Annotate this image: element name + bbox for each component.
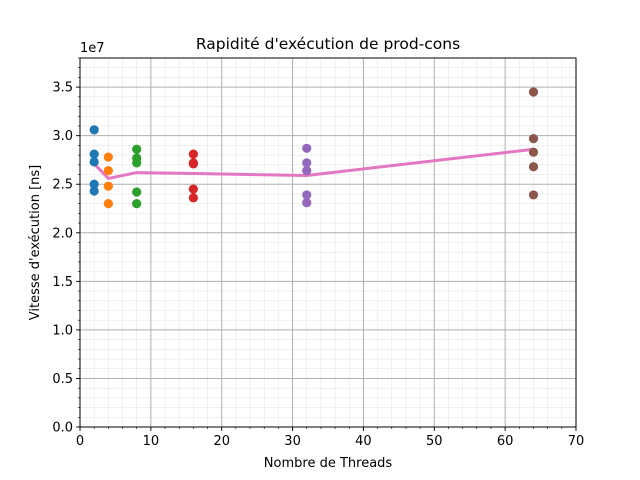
scatter-point [103, 166, 113, 176]
x-tick-label: 60 [497, 434, 514, 449]
x-tick-label: 20 [213, 434, 230, 449]
scatter-point [188, 184, 198, 194]
y-tick-label: 3.5 [52, 81, 73, 96]
scatter-point [528, 147, 539, 157]
chart-title: Rapidité d'exécution de prod-cons [196, 35, 460, 53]
scatter-point [528, 87, 539, 97]
scatter-point [132, 199, 142, 209]
scatter-point [132, 144, 142, 154]
x-tick-label: 10 [143, 434, 160, 449]
x-axis-label: Nombre de Threads [264, 456, 393, 471]
scatter-point [103, 152, 113, 162]
scatter-point [89, 157, 99, 167]
axis-ticks: 0 10 20 30 40 50 60 70 0.0 0.5 1.0 1.5 2.0 2.5 3.0 3.5 [52, 57, 585, 449]
scatter-point [89, 125, 99, 135]
scatter-point [89, 186, 99, 196]
data-series [89, 87, 539, 209]
mean-line [93, 147, 534, 180]
scatter-point [528, 162, 539, 172]
y-tick-label: 0.5 [52, 372, 73, 387]
scatter-point [302, 166, 312, 176]
scatter-point [132, 158, 142, 168]
scatter-point [302, 158, 312, 168]
y-tick-label: 2.0 [52, 226, 73, 241]
scatter-point [302, 143, 312, 153]
scatter-point [103, 181, 113, 191]
scatter-point [302, 190, 312, 200]
y-tick-label: 2.5 [52, 178, 73, 193]
scatter-point [188, 149, 198, 159]
y-axis-label: Vitesse d'exécution [ns] [28, 165, 43, 320]
scatter-point [132, 187, 142, 197]
scatter-point [188, 159, 198, 169]
y-tick-label: 3.0 [52, 129, 73, 144]
y-tick-label: 1.0 [52, 323, 73, 338]
x-tick-label: 70 [568, 434, 585, 449]
x-tick-label: 30 [284, 434, 301, 449]
y-axis-offset-label: 1e7 [80, 41, 105, 56]
y-tick-label: 0.0 [52, 421, 73, 436]
x-tick-label: 40 [355, 434, 372, 449]
scatter-point [188, 193, 198, 203]
scatter-point [302, 198, 312, 208]
scatter-point [528, 133, 539, 144]
x-tick-label: 0 [76, 434, 84, 449]
x-tick-label: 50 [426, 434, 443, 449]
y-tick-label: 1.5 [52, 275, 73, 290]
scatter-point [528, 190, 539, 200]
scatter-point [103, 199, 113, 209]
scatter-point [89, 149, 99, 159]
scatter-point [89, 179, 99, 189]
